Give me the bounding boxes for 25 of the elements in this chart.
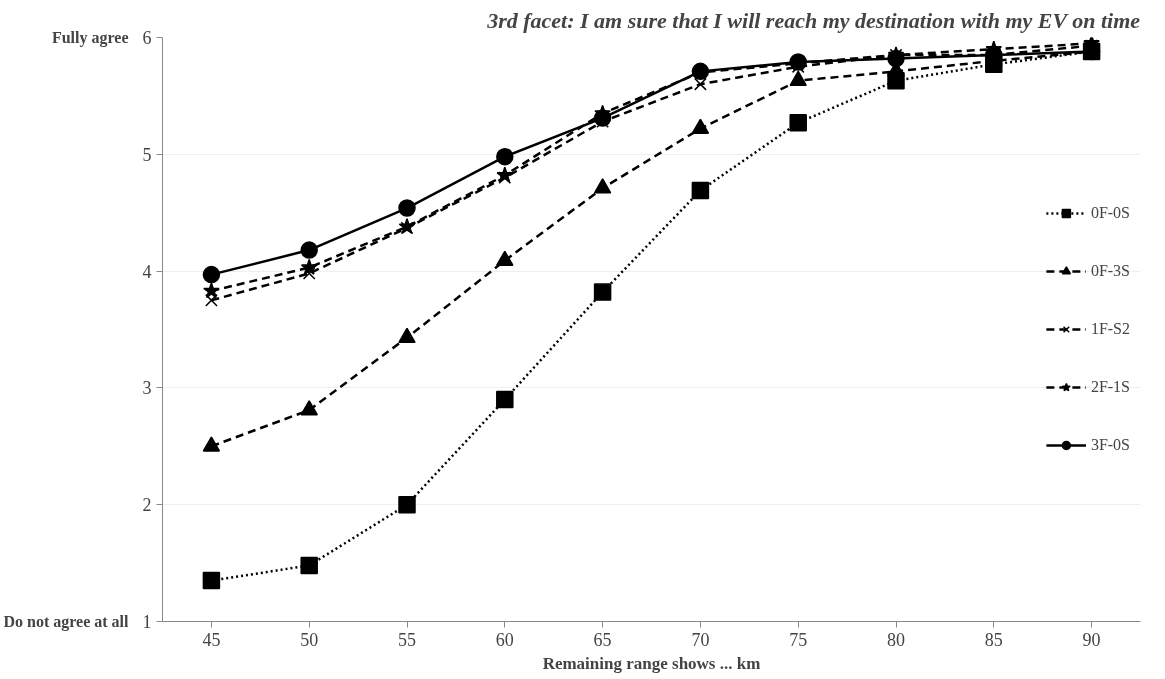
y-tick-label: 5 [142,144,152,165]
x-tick-label: 85 [984,629,1003,650]
x-tick-label: 70 [691,629,710,650]
x-tick-label: 55 [398,629,416,650]
x-tick-label: 80 [887,629,905,650]
y-tick-label: 2 [142,495,152,516]
x-axis-title: Remaining range shows ... km [542,653,761,673]
legend-label: 1F-S2 [1090,320,1130,338]
chart-title: 3rd facet: I am sure that I will reach my destination with my EV on time [486,7,1141,33]
x-tick-label: 45 [202,629,221,650]
text: Fully agree [51,29,129,47]
y-tick-label: 1 [142,612,152,632]
x-tick-label: 50 [300,629,319,650]
legend-label: 2F-1S [1090,378,1130,396]
legend-label: 0F-3S [1090,262,1130,280]
x-tick-label: 90 [1082,629,1101,650]
y-tick-label: 3 [142,378,152,399]
text: Do not agree at all [3,613,130,631]
legend-label: 3F-0S [1090,436,1130,454]
y-tick-label: 6 [142,28,152,48]
x-tick-label: 65 [593,629,612,650]
y-tick-label: 4 [142,261,152,282]
x-tick-label: 60 [495,629,514,650]
x-tick-label: 75 [789,629,808,650]
legend-label: 0F-0S [1090,204,1130,222]
